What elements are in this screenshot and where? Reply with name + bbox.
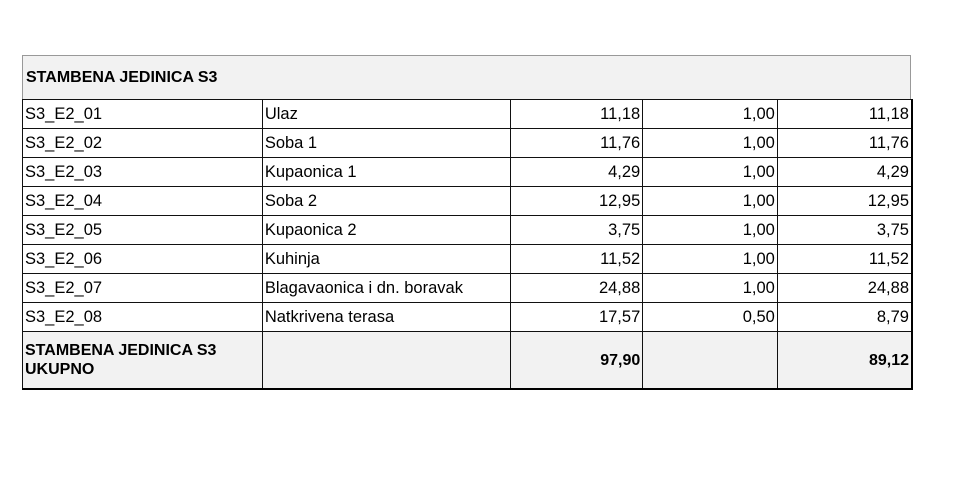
coefficient: 1,00 [642,244,778,274]
room-name: Soba 1 [261,128,511,158]
total-area: 97,90 [509,331,644,390]
table-row: S3_E2_04 Soba 2 12,95 1,00 12,95 [22,186,913,216]
net-area: 11,18 [776,99,913,129]
room-code: S3_E2_02 [22,128,263,158]
net-area: 11,76 [776,128,913,158]
total-empty-cell [261,331,511,390]
room-code: S3_E2_04 [22,186,263,216]
net-area: 24,88 [776,273,913,303]
table-row: S3_E2_05 Kupaonica 2 3,75 1,00 3,75 [22,215,913,245]
net-area: 4,29 [776,157,913,187]
coefficient: 1,00 [642,273,778,303]
net-area: 12,95 [776,186,913,216]
room-name: Kuhinja [261,244,511,274]
total-label-line1: STAMBENA JEDINICA S3 [25,342,217,359]
room-area-table: S3_E2_01 Ulaz 11,18 1,00 11,18 S3_E2_02 Soba 1… [22,99,913,390]
room-name: Kupaonica 1 [261,157,511,187]
room-area: 12,95 [509,186,644,216]
net-area: 11,52 [776,244,913,274]
table-row: S3_E2_06 Kuhinja 11,52 1,00 11,52 [22,244,913,274]
total-row: STAMBENA JEDINICA S3 UKUPNO 97,90 89,12 [22,331,913,390]
table-row: S3_E2_01 Ulaz 11,18 1,00 11,18 [22,99,913,129]
room-area: 4,29 [509,157,644,187]
room-code: S3_E2_06 [22,244,263,274]
coefficient: 1,00 [642,157,778,187]
room-name: Ulaz [261,99,511,129]
table-title: STAMBENA JEDINICA S3 [26,69,218,86]
total-label-line2: UKUPNO [25,361,95,378]
room-name: Kupaonica 2 [261,215,511,245]
table-title-row: STAMBENA JEDINICA S3 [22,55,911,99]
room-code: S3_E2_01 [22,99,263,129]
room-code: S3_E2_05 [22,215,263,245]
room-area: 11,52 [509,244,644,274]
net-area: 3,75 [776,215,913,245]
room-area: 11,18 [509,99,644,129]
table-row: S3_E2_07 Blagavaonica i dn. boravak 24,88 1… [22,273,913,303]
room-area: 11,76 [509,128,644,158]
room-area: 3,75 [509,215,644,245]
room-area: 24,88 [509,273,644,303]
coefficient: 1,00 [642,128,778,158]
room-area: 17,57 [509,302,644,332]
room-code: S3_E2_07 [22,273,263,303]
room-name: Blagavaonica i dn. boravak [261,273,511,303]
room-name: Natkrivena terasa [261,302,511,332]
total-label: STAMBENA JEDINICA S3 UKUPNO [22,331,263,390]
total-empty-cell [642,331,778,390]
total-net-area: 89,12 [776,331,913,390]
coefficient: 1,00 [642,186,778,216]
table-row: S3_E2_08 Natkrivena terasa 17,57 0,50 8,79 [22,302,913,332]
coefficient: 0,50 [642,302,778,332]
room-code: S3_E2_08 [22,302,263,332]
room-code: S3_E2_03 [22,157,263,187]
coefficient: 1,00 [642,99,778,129]
net-area: 8,79 [776,302,913,332]
coefficient: 1,00 [642,215,778,245]
table-row: S3_E2_02 Soba 1 11,76 1,00 11,76 [22,128,913,158]
room-name: Soba 2 [261,186,511,216]
table-row: S3_E2_03 Kupaonica 1 4,29 1,00 4,29 [22,157,913,187]
